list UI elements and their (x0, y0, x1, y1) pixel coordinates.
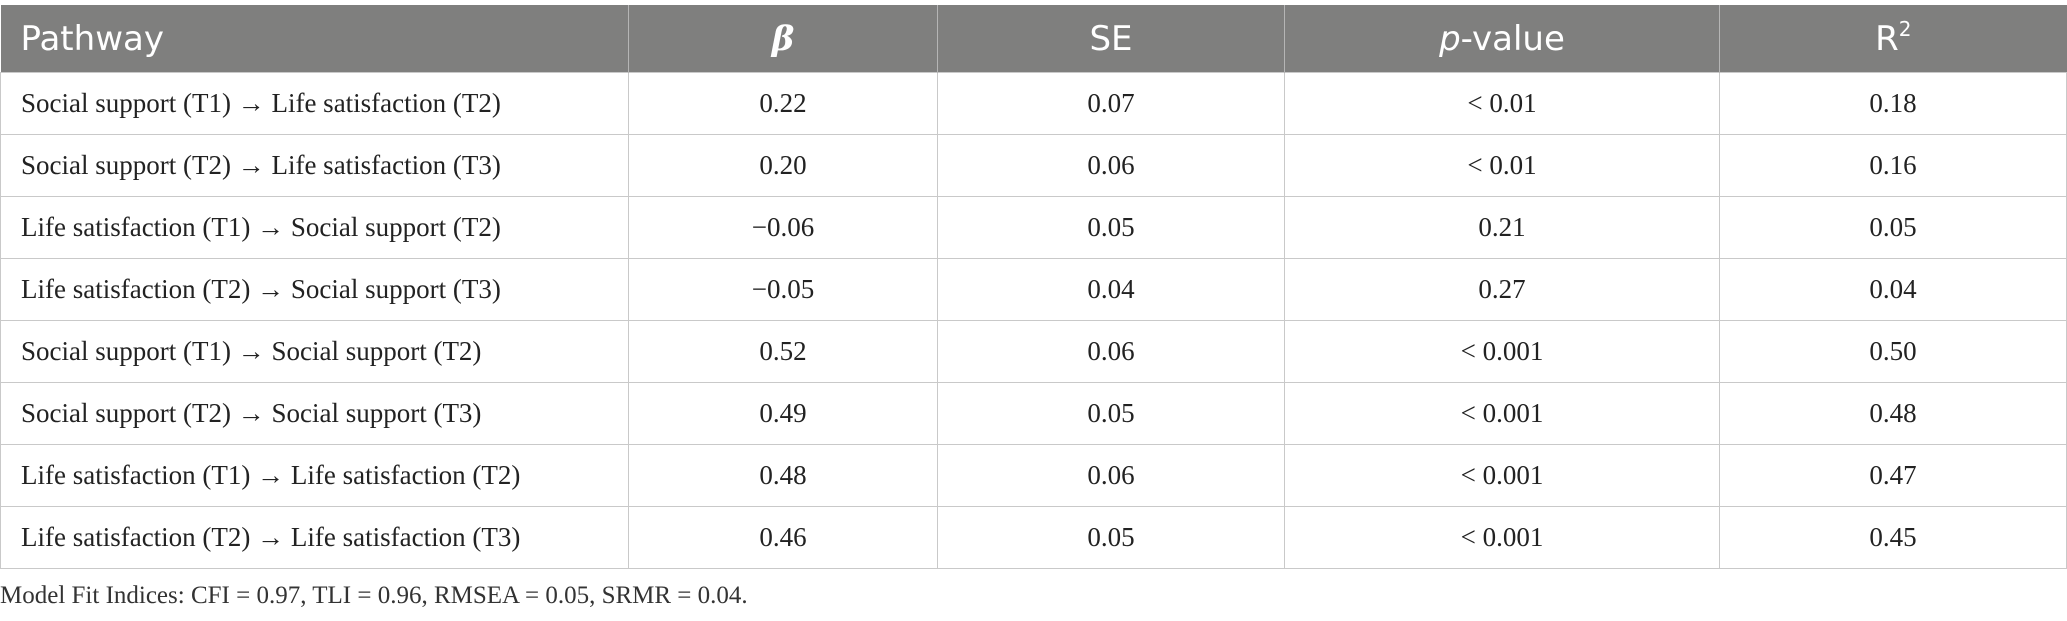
table-row: Social support (T2) → Life satisfaction … (0, 134, 2067, 197)
cell-pathway: Life satisfaction (T1) → Life satisfacti… (0, 444, 629, 507)
header-beta: β (628, 5, 938, 73)
header-pathway: Pathway (0, 5, 629, 73)
cell-se: 0.06 (937, 320, 1285, 383)
table-row: Social support (T2) → Social support (T3… (0, 382, 2067, 445)
cell-se: 0.07 (937, 72, 1285, 135)
table-row: Life satisfaction (T1) → Life satisfacti… (0, 444, 2067, 507)
table-row: Social support (T1) → Life satisfaction … (0, 72, 2067, 135)
table-row: Social support (T1) → Social support (T2… (0, 320, 2067, 383)
header-p-value: p-value (1284, 5, 1720, 73)
cell-se: 0.05 (937, 196, 1285, 259)
header-row: Pathway β SE p-value R2 (0, 5, 2067, 73)
cell-pathway: Social support (T1) → Life satisfaction … (0, 72, 629, 135)
cell-se: 0.05 (937, 506, 1285, 569)
header-r-squared: R2 (1719, 5, 2067, 73)
table-row: Life satisfaction (T1) → Social support … (0, 196, 2067, 259)
cell-beta: 0.20 (628, 134, 938, 197)
cell-p-value: < 0.001 (1284, 444, 1720, 507)
table-header: Pathway β SE p-value R2 (0, 5, 2067, 73)
cell-pathway: Life satisfaction (T1) → Social support … (0, 196, 629, 259)
table-body: Social support (T1) → Life satisfaction … (0, 72, 2067, 569)
cell-beta: 0.46 (628, 506, 938, 569)
header-se: SE (937, 5, 1285, 73)
table-row: Life satisfaction (T2) → Life satisfacti… (0, 506, 2067, 569)
cell-beta: −0.05 (628, 258, 938, 321)
cell-se: 0.06 (937, 444, 1285, 507)
cell-r-squared: 0.18 (1719, 72, 2067, 135)
cell-beta: 0.52 (628, 320, 938, 383)
cell-beta: 0.48 (628, 444, 938, 507)
cell-pathway: Social support (T1) → Social support (T2… (0, 320, 629, 383)
cell-r-squared: 0.50 (1719, 320, 2067, 383)
cell-pathway: Social support (T2) → Social support (T3… (0, 382, 629, 445)
cell-r-squared: 0.16 (1719, 134, 2067, 197)
cell-r-squared: 0.47 (1719, 444, 2067, 507)
header-r: R (1875, 18, 1899, 59)
cell-r-squared: 0.04 (1719, 258, 2067, 321)
cell-se: 0.05 (937, 382, 1285, 445)
header-r-superscript: 2 (1898, 16, 1912, 41)
cell-se: 0.04 (937, 258, 1285, 321)
header-p-italic: p (1439, 18, 1461, 59)
cell-p-value: 0.27 (1284, 258, 1720, 321)
cell-p-value: < 0.001 (1284, 506, 1720, 569)
cell-beta: 0.49 (628, 382, 938, 445)
cell-beta: −0.06 (628, 196, 938, 259)
model-fit-note: Model Fit Indices: CFI = 0.97, TLI = 0.9… (0, 582, 748, 609)
table-row: Life satisfaction (T2) → Social support … (0, 258, 2067, 321)
cell-p-value: < 0.01 (1284, 72, 1720, 135)
cell-p-value: < 0.01 (1284, 134, 1720, 197)
pathway-results-table: Pathway β SE p-value R2 Social support (… (0, 5, 2067, 569)
cell-pathway: Social support (T2) → Life satisfaction … (0, 134, 629, 197)
cell-pathway: Life satisfaction (T2) → Life satisfacti… (0, 506, 629, 569)
cell-p-value: < 0.001 (1284, 320, 1720, 383)
cell-r-squared: 0.48 (1719, 382, 2067, 445)
results-table-container: Pathway β SE p-value R2 Social support (… (0, 5, 2067, 569)
cell-r-squared: 0.45 (1719, 506, 2067, 569)
cell-p-value: 0.21 (1284, 196, 1720, 259)
header-p-rest: -value (1460, 18, 1565, 59)
cell-pathway: Life satisfaction (T2) → Social support … (0, 258, 629, 321)
cell-p-value: < 0.001 (1284, 382, 1720, 445)
cell-se: 0.06 (937, 134, 1285, 197)
cell-beta: 0.22 (628, 72, 938, 135)
cell-r-squared: 0.05 (1719, 196, 2067, 259)
